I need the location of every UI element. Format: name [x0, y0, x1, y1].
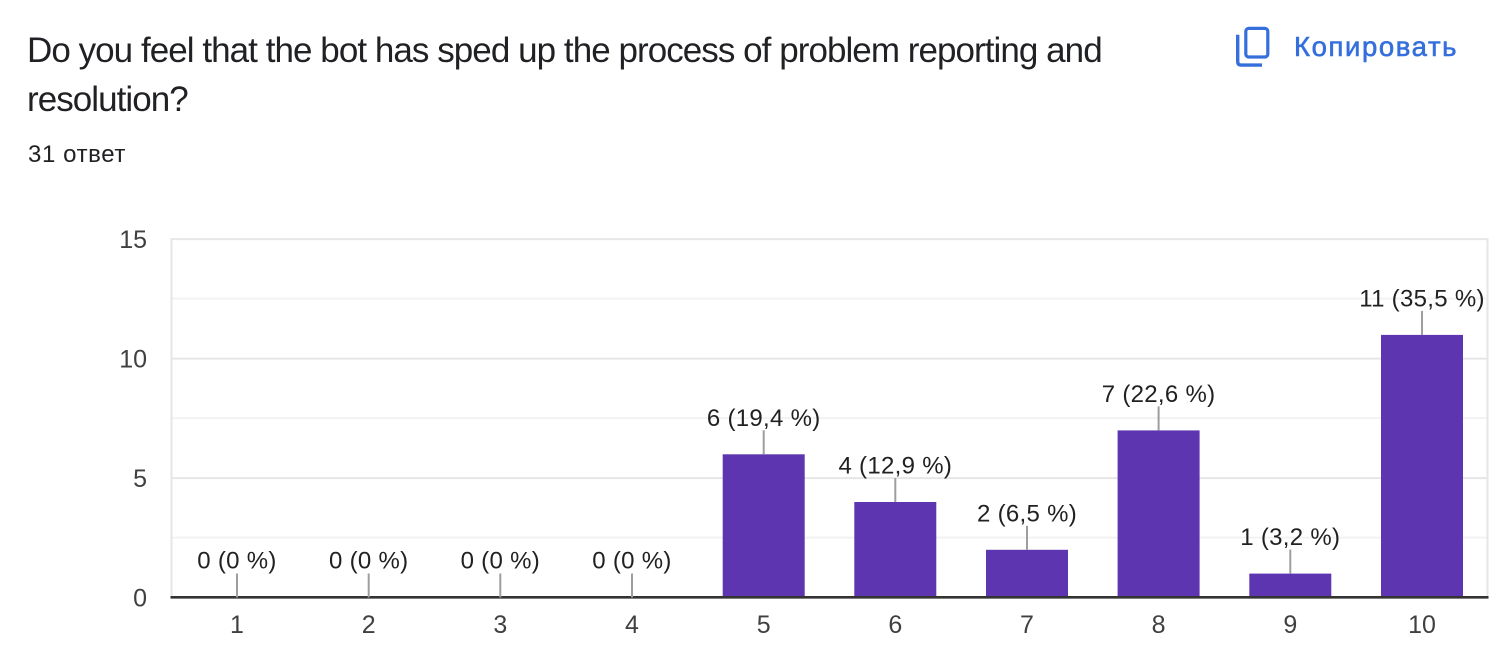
svg-text:Копировать: Копировать — [1294, 31, 1458, 62]
svg-text:10: 10 — [119, 346, 147, 374]
svg-text:1: 1 — [230, 611, 244, 639]
svg-text:4: 4 — [625, 611, 639, 639]
svg-text:7: 7 — [1020, 611, 1034, 639]
svg-text:Do you feel that the bot has s: Do you feel that the bot has sped up the… — [27, 31, 1102, 70]
svg-text:0 (0 %): 0 (0 %) — [329, 548, 408, 575]
svg-text:7 (22,6 %): 7 (22,6 %) — [1102, 381, 1216, 408]
svg-text:9: 9 — [1283, 611, 1297, 639]
svg-text:3: 3 — [493, 611, 507, 639]
svg-text:1 (3,2 %): 1 (3,2 %) — [1240, 524, 1340, 551]
svg-text:11 (35,5 %): 11 (35,5 %) — [1359, 285, 1485, 312]
svg-text:6: 6 — [888, 611, 902, 639]
svg-text:4 (12,9 %): 4 (12,9 %) — [838, 453, 952, 480]
svg-text:0 (0 %): 0 (0 %) — [197, 548, 276, 575]
svg-text:31 ответ: 31 ответ — [28, 141, 126, 168]
svg-text:resolution?: resolution? — [27, 80, 188, 119]
svg-text:15: 15 — [119, 226, 147, 254]
svg-text:10: 10 — [1408, 611, 1436, 639]
svg-text:2: 2 — [362, 611, 376, 639]
svg-text:5: 5 — [757, 611, 771, 639]
svg-text:0 (0 %): 0 (0 %) — [461, 548, 540, 575]
svg-text:0: 0 — [133, 585, 147, 613]
svg-text:6 (19,4 %): 6 (19,4 %) — [707, 405, 821, 432]
svg-text:8: 8 — [1152, 611, 1166, 639]
svg-text:2 (6,5 %): 2 (6,5 %) — [977, 500, 1077, 527]
svg-text:5: 5 — [133, 465, 147, 493]
svg-text:0 (0 %): 0 (0 %) — [592, 548, 671, 575]
